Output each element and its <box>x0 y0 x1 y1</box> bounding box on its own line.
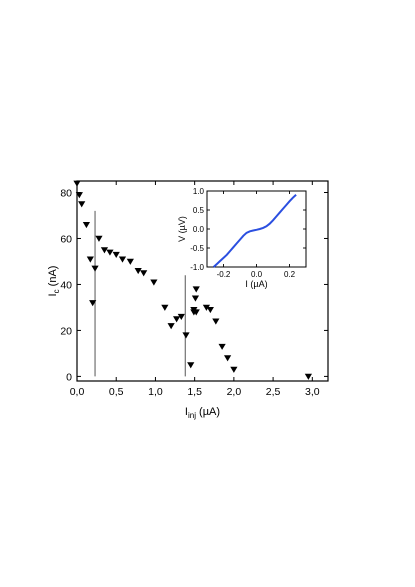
data-point <box>187 362 195 369</box>
data-point <box>206 307 214 314</box>
data-point <box>173 316 181 323</box>
data-point <box>212 318 220 325</box>
data-point <box>73 180 81 187</box>
data-point <box>304 373 312 380</box>
data-point <box>75 192 83 199</box>
inset-chart: -0.2 0.0 0.2 -1.0 -0.5 0.0 0.5 1.0 I (µA) V (µV) <box>177 187 307 289</box>
inset-x-tick-label: 0.0 <box>251 270 263 279</box>
x-tick-label: 3,0 <box>305 386 320 398</box>
data-point <box>78 201 86 208</box>
iv-curve <box>212 194 297 268</box>
x-tick-label: 2,5 <box>266 386 281 398</box>
x-tick-label: 0,0 <box>70 386 85 398</box>
data-point <box>202 304 211 311</box>
data-point <box>192 286 200 293</box>
data-point <box>140 270 148 277</box>
data-point <box>134 267 142 275</box>
data-point <box>100 247 109 254</box>
inset-y-tick-label: 0.0 <box>193 225 205 234</box>
data-point <box>95 235 103 242</box>
data-point <box>177 313 185 321</box>
x-tick-label: 1,0 <box>148 386 163 398</box>
y-tick-label: 40 <box>60 279 72 291</box>
data-point <box>106 249 114 256</box>
data-point <box>224 355 232 362</box>
x-tick-label: 0,5 <box>109 386 124 398</box>
y-tick-label: 20 <box>60 325 72 337</box>
data-point <box>89 300 97 307</box>
data-point <box>191 295 200 302</box>
inset-x-axis-label: I (µA) <box>245 279 267 289</box>
inset-y-tick-label: -0.5 <box>190 244 204 253</box>
data-point <box>112 251 120 258</box>
data-point <box>192 309 200 316</box>
data-point <box>218 343 226 350</box>
data-point <box>126 258 134 265</box>
data-point <box>82 221 91 229</box>
data-point <box>86 256 94 263</box>
x-tick-label: 1,5 <box>187 386 202 398</box>
main-chart: 0,0 0,5 1,0 1,5 2,0 2,5 3,0 0 20 40 60 80 Iinj (µA) I… <box>47 180 329 420</box>
inset-x-tick-label: -0.2 <box>217 270 231 279</box>
y-tick-label: 80 <box>60 187 72 199</box>
y-tick-label: 60 <box>60 233 72 245</box>
y-tick-label: 0 <box>66 371 72 383</box>
inset-x-tick-label: 0.2 <box>284 270 296 279</box>
data-point <box>161 304 169 311</box>
inset-y-axis-label: V (µV) <box>177 216 187 242</box>
y-axis-label: Ic (nA) <box>47 266 61 297</box>
data-point <box>182 332 190 339</box>
x-tick-label: 2,0 <box>227 386 242 398</box>
plot-frame <box>76 180 329 382</box>
data-point <box>118 256 127 263</box>
inset-y-tick-label: 1.0 <box>193 187 205 196</box>
x-axis-label: Iinj (µA) <box>185 406 220 420</box>
inset-y-tick-label: -1.0 <box>190 263 204 272</box>
data-point <box>91 265 99 272</box>
inset-y-tick-label: 0.5 <box>193 206 205 215</box>
data-point <box>150 279 158 286</box>
data-point <box>230 366 238 373</box>
data-point <box>167 323 175 330</box>
